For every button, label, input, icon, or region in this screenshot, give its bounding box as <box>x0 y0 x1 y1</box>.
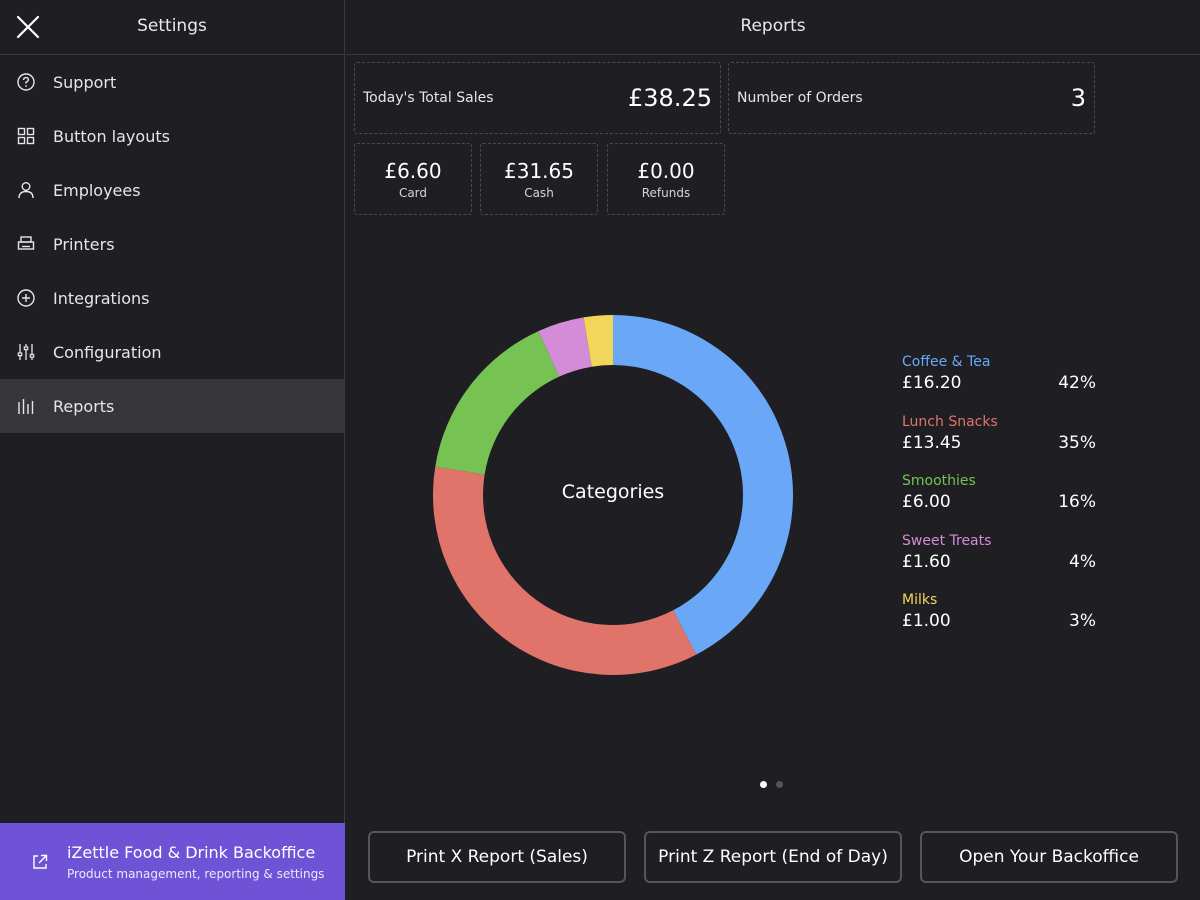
donut-slice-lunch-snacks <box>433 466 697 675</box>
donut-slice-sweet-treats <box>538 317 592 377</box>
sidebar-item-label: Support <box>53 72 117 92</box>
printer-icon <box>16 234 36 254</box>
payment-value: £31.65 <box>504 159 574 183</box>
total-sales-value: £38.25 <box>628 84 712 112</box>
legend-percent: 4% <box>1069 551 1096 572</box>
legend-percent: 35% <box>1058 432 1096 453</box>
chart-center-label: Categories <box>561 481 665 503</box>
print-z-report-button[interactable]: Print Z Report (End of Day) <box>644 831 902 883</box>
backoffice-title: iZettle Food & Drink Backoffice <box>67 842 316 862</box>
total-sales-label: Today's Total Sales <box>363 90 494 106</box>
sidebar-item-label: Printers <box>53 234 115 254</box>
bar-chart-icon <box>16 396 36 416</box>
sidebar-title: Settings <box>137 16 207 36</box>
payment-value: £6.60 <box>384 159 442 183</box>
payment-label: Card <box>398 186 428 200</box>
sliders-icon <box>16 342 36 362</box>
plus-circle-icon <box>16 288 36 308</box>
legend-percent: 16% <box>1058 492 1096 512</box>
donut-slice-smoothies <box>435 331 560 475</box>
sidebar-item-label: Configuration <box>53 342 162 362</box>
legend-percent: 42% <box>1058 373 1096 393</box>
legend-percent: 3% <box>1069 611 1096 631</box>
sidebar-item-configuration[interactable]: Configuration <box>0 325 344 379</box>
legend-item: Coffee & Tea £16.20 42% <box>902 354 1096 414</box>
donut-svg <box>433 315 794 675</box>
sidebar-item-label: Button layouts <box>53 126 170 146</box>
legend-name: Lunch Snacks <box>902 413 998 430</box>
print-x-report-button[interactable]: Print X Report (Sales) <box>368 831 626 883</box>
reports-panel: Reports Today's Total Sales £38.25 Numbe… <box>346 0 1200 900</box>
orders-label: Number of Orders <box>737 90 863 106</box>
legend-item: Milks £1.00 3% <box>902 592 1096 652</box>
legend-name: Milks <box>902 592 938 608</box>
sidebar-item-support[interactable]: Support <box>0 55 344 109</box>
categories-donut-chart: Categories <box>432 314 794 676</box>
sidebar-item-reports[interactable]: Reports <box>0 379 344 433</box>
person-icon <box>16 180 36 200</box>
help-circle-icon <box>16 72 36 92</box>
sidebar-item-button-layouts[interactable]: Button layouts <box>0 109 344 163</box>
page-dot-active[interactable] <box>760 781 767 788</box>
orders-card: Number of Orders 3 <box>728 62 1095 134</box>
legend-item: Smoothies £6.00 16% <box>902 473 1096 533</box>
legend-amount: £13.45 <box>902 432 962 453</box>
legend-item: Sweet Treats £1.60 4% <box>902 533 1096 593</box>
legend-amount: £16.20 <box>902 373 962 393</box>
open-backoffice-button[interactable]: Open Your Backoffice <box>920 831 1178 883</box>
orders-value: 3 <box>1070 84 1086 112</box>
sidebar-item-label: Integrations <box>53 288 150 308</box>
legend-item: Lunch Snacks £13.45 35% <box>902 414 1096 474</box>
settings-sidebar: Settings Support Button layouts Employee… <box>0 0 345 900</box>
page-title: Reports <box>346 0 1200 55</box>
sidebar-item-employees[interactable]: Employees <box>0 163 344 217</box>
legend-amount: £6.00 <box>902 492 951 512</box>
payment-label: Refunds <box>641 186 691 200</box>
total-sales-card: Today's Total Sales £38.25 <box>354 62 721 134</box>
donut-slice-milks <box>583 315 613 367</box>
legend-amount: £1.00 <box>902 611 951 631</box>
legend-name: Coffee & Tea <box>902 354 991 370</box>
card-payments-card: £6.60 Card <box>354 143 472 215</box>
chart-legend: Coffee & Tea £16.20 42% Lunch Snacks £13.… <box>902 354 1096 652</box>
page-dot[interactable] <box>776 781 783 788</box>
sidebar-item-label: Employees <box>53 180 141 200</box>
external-link-icon <box>30 852 50 872</box>
close-icon[interactable] <box>14 13 42 41</box>
grid-icon <box>16 126 36 146</box>
sidebar-header: Settings <box>0 0 344 55</box>
legend-amount: £1.60 <box>902 551 951 572</box>
page-indicator[interactable] <box>760 781 783 788</box>
backoffice-subtitle: Product management, reporting & settings <box>67 866 325 881</box>
sidebar-item-label: Reports <box>53 396 115 416</box>
sidebar-item-integrations[interactable]: Integrations <box>0 271 344 325</box>
sidebar-item-printers[interactable]: Printers <box>0 217 344 271</box>
legend-name: Sweet Treats <box>902 532 992 549</box>
payment-label: Cash <box>524 186 554 200</box>
payment-value: £0.00 <box>637 159 695 183</box>
donut-slice-coffee-tea <box>613 315 794 655</box>
legend-name: Smoothies <box>902 473 976 489</box>
refunds-card: £0.00 Refunds <box>607 143 725 215</box>
cash-payments-card: £31.65 Cash <box>480 143 598 215</box>
backoffice-link[interactable]: iZettle Food & Drink Backoffice Product … <box>0 823 345 900</box>
